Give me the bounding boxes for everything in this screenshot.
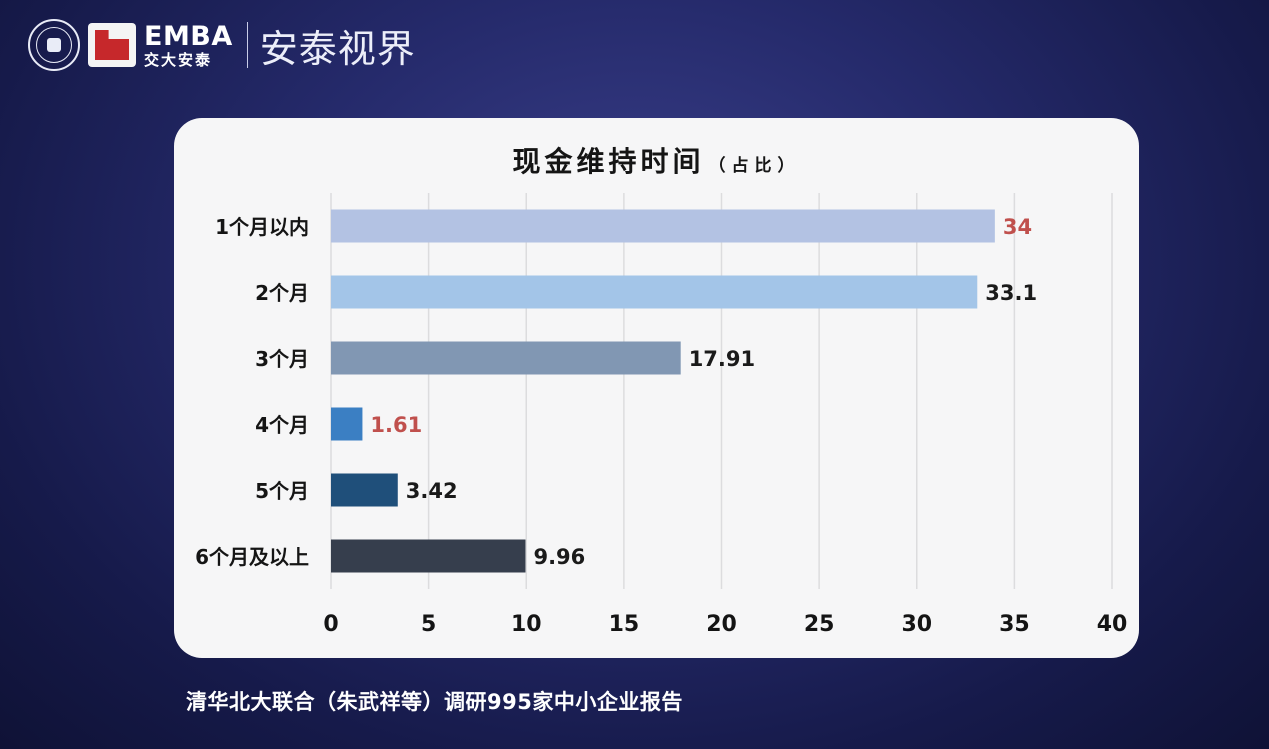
university-seal-icon [28, 19, 80, 71]
data-label: 17.91 [689, 347, 755, 371]
bar [331, 407, 363, 441]
category-label: 5个月 [255, 479, 309, 503]
acem-logo-icon [88, 23, 136, 67]
chart-card: 现金维持时间 （占比） 0 5 10 15 20 25 30 35 40 1个月以内 34 2个月 33.… [174, 118, 1139, 658]
bar [331, 341, 681, 375]
x-tick-label: 30 [901, 612, 932, 637]
bar [331, 275, 978, 309]
x-tick-label: 35 [999, 612, 1030, 637]
bar [331, 473, 398, 507]
x-tick-label: 20 [706, 612, 737, 637]
data-label: 33.1 [985, 281, 1037, 305]
category-label: 6个月及以上 [195, 545, 309, 569]
bar-chart: 0 5 10 15 20 25 30 35 40 1个月以内 34 2个月 33.1 3个月 17.91 4个… [195, 193, 1128, 637]
data-label: 9.96 [533, 545, 585, 569]
chart-subtitle: （占比） [708, 156, 801, 176]
x-tick-label: 15 [609, 612, 640, 637]
bar [331, 209, 995, 243]
header: EMBA 交大安泰 安泰视界 [28, 16, 416, 74]
chart-title-block: 现金维持时间 （占比） [174, 140, 1139, 180]
category-label: 2个月 [255, 281, 309, 305]
brand-logo: EMBA 交大安泰 [144, 23, 233, 68]
x-tick-label: 5 [421, 612, 436, 637]
bar [331, 539, 526, 573]
sub-brand: 安泰视界 [259, 26, 416, 71]
x-tick-label: 25 [804, 612, 835, 637]
chart-title: 现金维持时间 [512, 145, 705, 178]
x-tick-label: 40 [1097, 612, 1128, 637]
category-label: 4个月 [255, 413, 309, 437]
brand-main: EMBA [144, 20, 233, 52]
x-tick-label: 0 [323, 612, 338, 637]
x-tick-label: 10 [511, 612, 542, 637]
data-label: 34 [1003, 215, 1032, 239]
data-label: 1.61 [370, 413, 422, 437]
data-label: 3.42 [406, 479, 458, 503]
category-label: 1个月以内 [215, 215, 309, 239]
brand-sub: 交大安泰 [144, 50, 213, 69]
source-caption: 清华北大联合（朱武祥等）调研995家中小企业报告 [186, 690, 683, 714]
category-label: 3个月 [255, 347, 309, 371]
header-divider [246, 22, 248, 68]
